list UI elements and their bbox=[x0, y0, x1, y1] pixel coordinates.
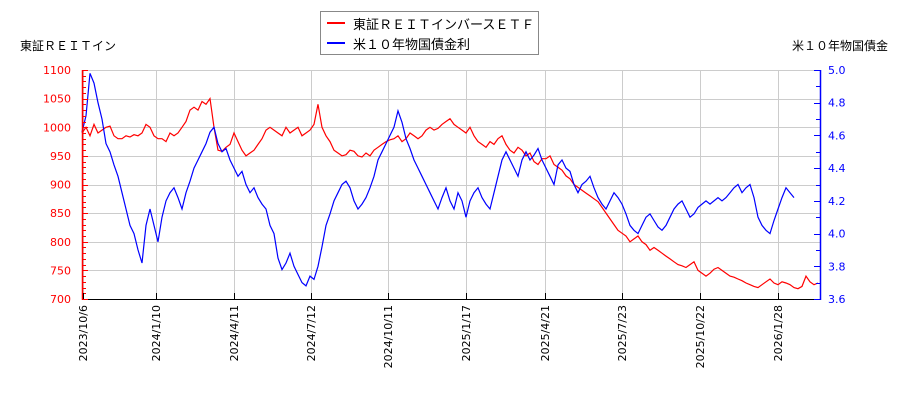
x-tick-label: 2026/1/28 bbox=[772, 305, 785, 361]
series-us10y-line bbox=[81, 73, 795, 287]
right-tick-label: 3.6 bbox=[828, 293, 846, 306]
left-tick-label: 700 bbox=[50, 293, 71, 306]
left-tick-label: 1050 bbox=[43, 93, 71, 106]
right-tick-label: 4.4 bbox=[828, 162, 846, 175]
left-axis-title: 東証ＲＥＩＴイン bbox=[20, 39, 117, 53]
legend-label: 米１０年物国債金利 bbox=[353, 37, 471, 53]
left-tick-label: 1100 bbox=[43, 64, 71, 77]
left-tick-label: 950 bbox=[50, 150, 71, 163]
right-tick-label: 4.0 bbox=[828, 228, 846, 241]
axes: 700 750 800 850 900 950 1000 1050 1100 3.6 3.8 4.0 4… bbox=[43, 64, 846, 368]
x-tick-label: 2025/7/23 bbox=[616, 305, 629, 361]
legend-label: 東証ＲＥＩＴインバースＥＴＦ bbox=[353, 17, 535, 33]
right-tick-label: 4.6 bbox=[828, 129, 846, 142]
right-tick-label: 5.0 bbox=[828, 64, 846, 77]
x-tick-label: 2025/4/21 bbox=[539, 305, 552, 361]
left-tick-label: 850 bbox=[50, 207, 71, 220]
right-tick-label: 4.2 bbox=[828, 195, 846, 208]
x-tick-label: 2025/10/22 bbox=[694, 305, 707, 368]
legend-item-reit-inverse: 東証ＲＥＩＴインバースＥＴＦ bbox=[327, 14, 535, 33]
series-lines bbox=[81, 73, 819, 290]
series-reit-inverse-line bbox=[81, 97, 819, 290]
x-tick-label: 2025/1/17 bbox=[460, 305, 473, 361]
right-axis-title: 米１０年物国債金 bbox=[792, 39, 889, 53]
x-tick-label: 2024/4/11 bbox=[228, 305, 241, 361]
x-tick-label: 2024/7/12 bbox=[305, 305, 318, 361]
x-tick-label: 2024/1/10 bbox=[150, 305, 163, 361]
chart-legend: 東証ＲＥＩＴインバースＥＴＦ 米１０年物国債金利 bbox=[320, 11, 539, 55]
left-tick-label: 750 bbox=[50, 264, 71, 277]
legend-swatch-red bbox=[327, 22, 345, 24]
legend-swatch-blue bbox=[327, 42, 345, 44]
x-tick-label: 2024/10/11 bbox=[382, 305, 395, 368]
left-tick-label: 900 bbox=[50, 179, 71, 192]
legend-item-us10y: 米１０年物国債金利 bbox=[327, 34, 471, 53]
left-tick-label: 1000 bbox=[43, 121, 71, 134]
left-tick-label: 800 bbox=[50, 236, 71, 249]
right-tick-label: 3.8 bbox=[828, 260, 846, 273]
right-tick-label: 4.8 bbox=[828, 97, 846, 110]
grid-lines bbox=[82, 70, 820, 300]
x-tick-label: 2023/10/6 bbox=[77, 305, 90, 361]
